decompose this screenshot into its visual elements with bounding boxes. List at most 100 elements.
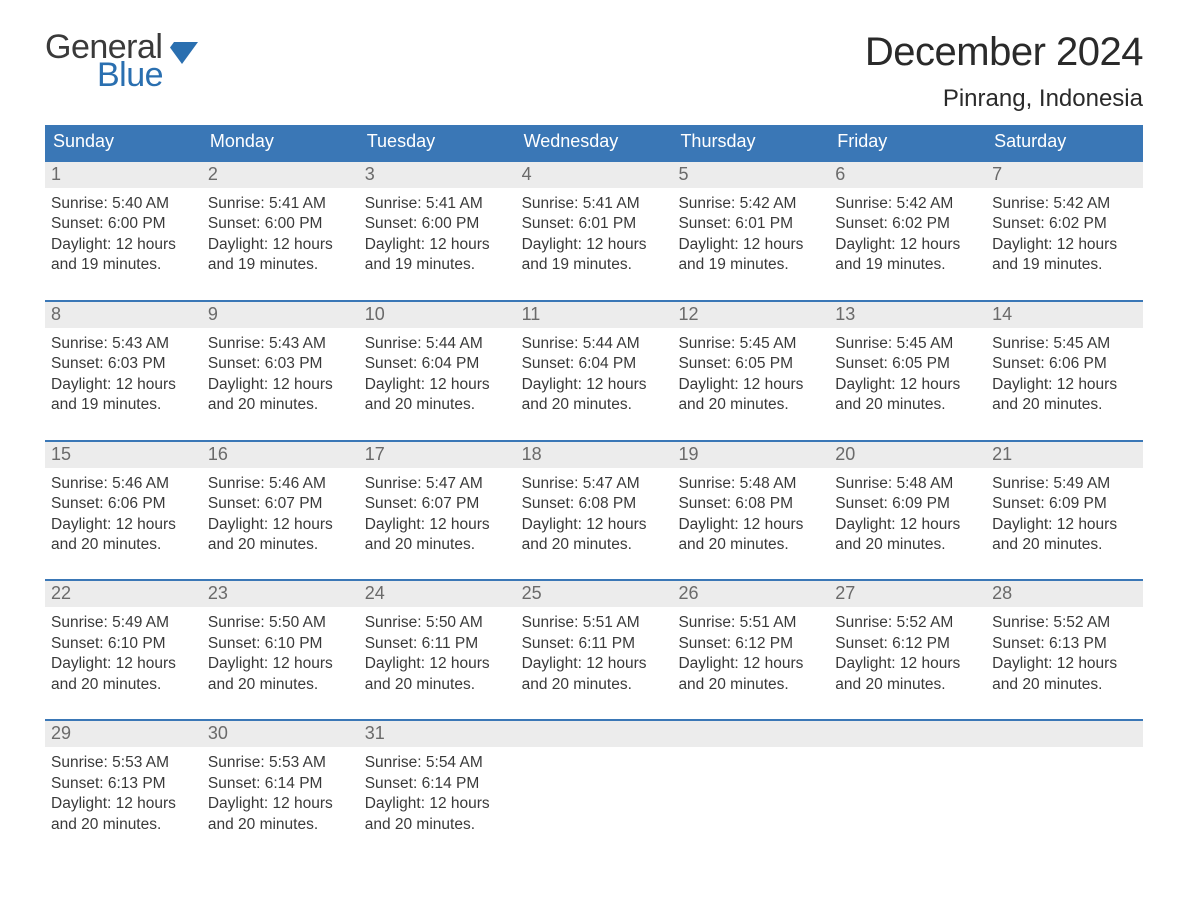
day-cell: Sunrise: 5:52 AMSunset: 6:13 PMDaylight:… bbox=[986, 607, 1143, 705]
sunset-line: Sunset: 6:09 PM bbox=[992, 494, 1137, 514]
day-cell: Sunrise: 5:53 AMSunset: 6:13 PMDaylight:… bbox=[45, 747, 202, 845]
weekday-header: Wednesday bbox=[516, 125, 673, 160]
sunset-line: Sunset: 6:14 PM bbox=[365, 774, 510, 794]
day-number bbox=[672, 721, 829, 747]
day-number-row: 293031 bbox=[45, 721, 1143, 747]
weekday-header: Friday bbox=[829, 125, 986, 160]
sunrise-line: Sunrise: 5:49 AM bbox=[51, 613, 196, 633]
day-cell: Sunrise: 5:51 AMSunset: 6:12 PMDaylight:… bbox=[672, 607, 829, 705]
daylight-line-2: and 20 minutes. bbox=[678, 675, 823, 695]
day-number: 9 bbox=[202, 302, 359, 328]
daylight-line-1: Daylight: 12 hours bbox=[208, 515, 353, 535]
sunset-line: Sunset: 6:10 PM bbox=[51, 634, 196, 654]
day-body-row: Sunrise: 5:53 AMSunset: 6:13 PMDaylight:… bbox=[45, 747, 1143, 845]
day-cell: Sunrise: 5:45 AMSunset: 6:06 PMDaylight:… bbox=[986, 328, 1143, 426]
daylight-line-1: Daylight: 12 hours bbox=[992, 235, 1137, 255]
sunset-line: Sunset: 6:14 PM bbox=[208, 774, 353, 794]
calendar-page: General Blue December 2024 Pinrang, Indo… bbox=[0, 0, 1188, 885]
daylight-line-1: Daylight: 12 hours bbox=[51, 235, 196, 255]
sunrise-line: Sunrise: 5:50 AM bbox=[365, 613, 510, 633]
daylight-line-1: Daylight: 12 hours bbox=[208, 794, 353, 814]
day-cell: Sunrise: 5:46 AMSunset: 6:06 PMDaylight:… bbox=[45, 468, 202, 566]
daylight-line-1: Daylight: 12 hours bbox=[522, 515, 667, 535]
sunrise-line: Sunrise: 5:53 AM bbox=[51, 753, 196, 773]
sunrise-line: Sunrise: 5:47 AM bbox=[365, 474, 510, 494]
sunset-line: Sunset: 6:01 PM bbox=[522, 214, 667, 234]
sunset-line: Sunset: 6:00 PM bbox=[208, 214, 353, 234]
day-cell: Sunrise: 5:48 AMSunset: 6:09 PMDaylight:… bbox=[829, 468, 986, 566]
daylight-line-1: Daylight: 12 hours bbox=[365, 375, 510, 395]
weekday-header: Saturday bbox=[986, 125, 1143, 160]
daylight-line-2: and 20 minutes. bbox=[678, 395, 823, 415]
day-number: 11 bbox=[516, 302, 673, 328]
daylight-line-1: Daylight: 12 hours bbox=[208, 375, 353, 395]
sunrise-line: Sunrise: 5:50 AM bbox=[208, 613, 353, 633]
sunrise-line: Sunrise: 5:49 AM bbox=[992, 474, 1137, 494]
sunset-line: Sunset: 6:08 PM bbox=[522, 494, 667, 514]
day-number: 18 bbox=[516, 442, 673, 468]
daylight-line-2: and 20 minutes. bbox=[208, 535, 353, 555]
calendar-week: 1234567Sunrise: 5:40 AMSunset: 6:00 PMDa… bbox=[45, 160, 1143, 286]
daylight-line-2: and 20 minutes. bbox=[365, 395, 510, 415]
day-number: 10 bbox=[359, 302, 516, 328]
sunset-line: Sunset: 6:04 PM bbox=[522, 354, 667, 374]
daylight-line-2: and 20 minutes. bbox=[365, 815, 510, 835]
day-cell: Sunrise: 5:49 AMSunset: 6:09 PMDaylight:… bbox=[986, 468, 1143, 566]
daylight-line-1: Daylight: 12 hours bbox=[522, 375, 667, 395]
daylight-line-1: Daylight: 12 hours bbox=[678, 654, 823, 674]
sunrise-line: Sunrise: 5:44 AM bbox=[522, 334, 667, 354]
daylight-line-2: and 20 minutes. bbox=[522, 395, 667, 415]
sunset-line: Sunset: 6:07 PM bbox=[365, 494, 510, 514]
sunset-line: Sunset: 6:11 PM bbox=[365, 634, 510, 654]
daylight-line-1: Daylight: 12 hours bbox=[522, 235, 667, 255]
calendar-week: 15161718192021Sunrise: 5:46 AMSunset: 6:… bbox=[45, 440, 1143, 566]
sunset-line: Sunset: 6:02 PM bbox=[992, 214, 1137, 234]
calendar-week: 293031 Sunrise: 5:53 AMSunset: 6:13 PMDa… bbox=[45, 719, 1143, 845]
daylight-line-1: Daylight: 12 hours bbox=[365, 654, 510, 674]
daylight-line-1: Daylight: 12 hours bbox=[365, 235, 510, 255]
day-number: 12 bbox=[672, 302, 829, 328]
day-number: 25 bbox=[516, 581, 673, 607]
day-number-row: 15161718192021 bbox=[45, 442, 1143, 468]
daylight-line-1: Daylight: 12 hours bbox=[51, 794, 196, 814]
day-number: 16 bbox=[202, 442, 359, 468]
sunrise-line: Sunrise: 5:51 AM bbox=[678, 613, 823, 633]
daylight-line-2: and 20 minutes. bbox=[992, 675, 1137, 695]
daylight-line-2: and 20 minutes. bbox=[522, 535, 667, 555]
location-label: Pinrang, Indonesia bbox=[865, 85, 1143, 113]
day-number: 8 bbox=[45, 302, 202, 328]
weekday-header: Tuesday bbox=[359, 125, 516, 160]
daylight-line-2: and 19 minutes. bbox=[208, 255, 353, 275]
day-cell: Sunrise: 5:40 AMSunset: 6:00 PMDaylight:… bbox=[45, 188, 202, 286]
day-number: 23 bbox=[202, 581, 359, 607]
day-number: 13 bbox=[829, 302, 986, 328]
day-number: 1 bbox=[45, 162, 202, 188]
sunset-line: Sunset: 6:13 PM bbox=[992, 634, 1137, 654]
daylight-line-2: and 19 minutes. bbox=[992, 255, 1137, 275]
daylight-line-2: and 20 minutes. bbox=[835, 395, 980, 415]
sunset-line: Sunset: 6:02 PM bbox=[835, 214, 980, 234]
daylight-line-2: and 20 minutes. bbox=[51, 535, 196, 555]
daylight-line-2: and 19 minutes. bbox=[51, 255, 196, 275]
day-cell: Sunrise: 5:50 AMSunset: 6:10 PMDaylight:… bbox=[202, 607, 359, 705]
day-cell: Sunrise: 5:52 AMSunset: 6:12 PMDaylight:… bbox=[829, 607, 986, 705]
day-number: 4 bbox=[516, 162, 673, 188]
day-number: 28 bbox=[986, 581, 1143, 607]
daylight-line-2: and 20 minutes. bbox=[365, 535, 510, 555]
month-title: December 2024 bbox=[865, 30, 1143, 75]
day-cell: Sunrise: 5:50 AMSunset: 6:11 PMDaylight:… bbox=[359, 607, 516, 705]
day-cell: Sunrise: 5:47 AMSunset: 6:08 PMDaylight:… bbox=[516, 468, 673, 566]
daylight-line-1: Daylight: 12 hours bbox=[522, 654, 667, 674]
day-number: 26 bbox=[672, 581, 829, 607]
sunrise-line: Sunrise: 5:42 AM bbox=[835, 194, 980, 214]
sunset-line: Sunset: 6:07 PM bbox=[208, 494, 353, 514]
daylight-line-1: Daylight: 12 hours bbox=[678, 515, 823, 535]
sunrise-line: Sunrise: 5:45 AM bbox=[992, 334, 1137, 354]
sunset-line: Sunset: 6:05 PM bbox=[835, 354, 980, 374]
sunrise-line: Sunrise: 5:46 AM bbox=[51, 474, 196, 494]
sunset-line: Sunset: 6:09 PM bbox=[835, 494, 980, 514]
calendar-week: 22232425262728Sunrise: 5:49 AMSunset: 6:… bbox=[45, 579, 1143, 705]
day-body-row: Sunrise: 5:43 AMSunset: 6:03 PMDaylight:… bbox=[45, 328, 1143, 426]
day-cell: Sunrise: 5:42 AMSunset: 6:02 PMDaylight:… bbox=[986, 188, 1143, 286]
day-number: 31 bbox=[359, 721, 516, 747]
